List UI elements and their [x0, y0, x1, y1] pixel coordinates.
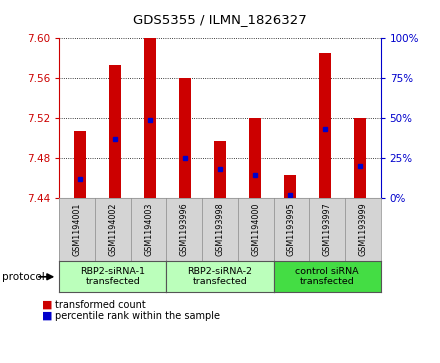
- Bar: [284, 175, 296, 198]
- Text: ■: ■: [42, 300, 52, 310]
- Text: GSM1193997: GSM1193997: [323, 203, 332, 257]
- Text: GSM1193998: GSM1193998: [216, 203, 224, 256]
- Bar: [144, 38, 156, 198]
- Text: protocol: protocol: [2, 272, 45, 282]
- Text: GSM1194001: GSM1194001: [73, 203, 82, 256]
- Bar: [109, 65, 121, 198]
- Text: GSM1194000: GSM1194000: [251, 203, 260, 256]
- Bar: [214, 141, 226, 198]
- Text: RBP2-siRNA-2
transfected: RBP2-siRNA-2 transfected: [187, 267, 253, 286]
- Text: transformed count: transformed count: [55, 300, 146, 310]
- Text: control siRNA
transfected: control siRNA transfected: [295, 267, 359, 286]
- Bar: [74, 131, 86, 198]
- Text: GSM1194002: GSM1194002: [108, 203, 117, 256]
- Bar: [354, 118, 366, 198]
- Bar: [319, 53, 331, 198]
- Text: GSM1194003: GSM1194003: [144, 203, 153, 256]
- Bar: [179, 78, 191, 198]
- Bar: [249, 118, 261, 198]
- Text: GSM1193999: GSM1193999: [358, 203, 367, 257]
- Text: percentile rank within the sample: percentile rank within the sample: [55, 311, 220, 321]
- Text: ■: ■: [42, 311, 52, 321]
- Text: RBP2-siRNA-1
transfected: RBP2-siRNA-1 transfected: [81, 267, 146, 286]
- Text: GSM1193995: GSM1193995: [287, 203, 296, 257]
- Text: GSM1193996: GSM1193996: [180, 203, 189, 256]
- Text: GDS5355 / ILMN_1826327: GDS5355 / ILMN_1826327: [133, 13, 307, 26]
